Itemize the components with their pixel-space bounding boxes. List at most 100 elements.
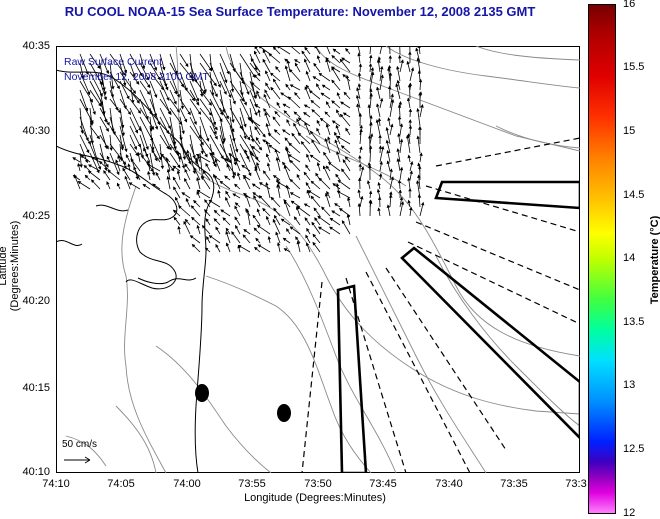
current-vector-head [197, 111, 202, 115]
current-vector-head [376, 58, 381, 63]
current-vector-head [104, 167, 108, 172]
current-vector-head [315, 172, 319, 177]
current-vector-head [217, 84, 221, 88]
current-vector-head [214, 135, 218, 140]
current-vector-head [208, 235, 213, 239]
current-vector-head [346, 213, 351, 218]
current-vector [379, 146, 384, 163]
current-vector-head [263, 108, 267, 112]
current-vector-head [228, 153, 233, 157]
current-vector-head [262, 49, 266, 54]
current-vector-head [369, 133, 374, 137]
current-vector-head [296, 118, 300, 123]
current-vector-head [368, 63, 373, 67]
current-vector-head [232, 171, 236, 176]
current-vector [417, 136, 421, 154]
current-vector-head [244, 149, 248, 154]
current-vector [369, 72, 374, 91]
x-tick-label: 73:40 [435, 478, 463, 490]
current-vector-head [254, 246, 258, 251]
current-vector-head [111, 86, 115, 90]
current-vector [357, 46, 361, 55]
current-vector-head [307, 190, 312, 194]
current-vector [179, 71, 188, 91]
current-vector-head [396, 148, 400, 152]
current-vector [99, 71, 106, 95]
current-vector-head [265, 82, 269, 87]
current-vector-head [181, 165, 186, 169]
current-vector-head [356, 87, 360, 91]
current-vector-head [325, 58, 329, 63]
current-vector-head [377, 117, 382, 122]
current-vector-head [246, 91, 250, 96]
current-vector-head [109, 147, 113, 151]
current-vector-head [418, 165, 422, 169]
current-vector [159, 143, 163, 169]
current-vector-head [154, 126, 159, 130]
current-vector-head [305, 234, 309, 239]
current-vector-head [262, 139, 266, 143]
current-vector-head [320, 92, 325, 97]
current-vector-head [324, 137, 328, 142]
current-vector [399, 46, 401, 55]
current-vector-head [419, 152, 423, 157]
current-vector-head [105, 128, 109, 132]
current-vector-head [296, 205, 301, 210]
colorbar-tick-label: 12.5 [623, 443, 645, 455]
current-vector-head [225, 230, 229, 235]
current-vector-head [396, 158, 401, 162]
current-vector [109, 116, 116, 135]
current-vector [395, 83, 401, 100]
current-vector [259, 195, 271, 208]
current-vector-head [135, 176, 139, 180]
scale-label: 50 cm/s [62, 439, 98, 450]
current-vector-head [86, 149, 90, 154]
current-vector [107, 170, 121, 181]
current-vector [331, 67, 341, 82]
current-vector-head [222, 138, 226, 142]
colorbar-tick-label: 12 [623, 507, 636, 519]
current-vector-head [339, 58, 344, 63]
current-vector [149, 53, 157, 71]
current-vector-head [92, 111, 96, 116]
current-vector-head [204, 247, 209, 252]
current-vector-head [133, 146, 138, 150]
current-vector-head [124, 175, 128, 180]
current-vector-head [166, 175, 170, 180]
current-vector-head [304, 121, 308, 126]
current-vector-head [231, 175, 236, 180]
current-vector [129, 116, 138, 133]
current-vector [179, 116, 185, 134]
current-vector-head [237, 244, 242, 249]
current-vector-head [173, 90, 177, 95]
colorbar-title: Temperature (°C) [649, 215, 660, 305]
current-vector-head [306, 189, 310, 194]
current-vector-head [379, 65, 384, 70]
current-vector [285, 146, 291, 163]
current-vector-head [331, 120, 336, 124]
current-vector [249, 143, 259, 160]
current-vector-head [254, 66, 258, 71]
current-vector [79, 98, 94, 124]
current-vector [149, 134, 162, 160]
current-vector-head [331, 66, 335, 71]
current-vector-head [357, 202, 362, 207]
colorbar-tick-label: 16 [623, 0, 636, 10]
current-vector [209, 53, 213, 71]
current-vector-head [276, 46, 281, 49]
current-vector-head [280, 92, 284, 96]
current-vector-head [256, 161, 260, 166]
current-vector-head [283, 164, 288, 169]
current-vector-head [416, 135, 420, 139]
current-vector-head [316, 55, 321, 59]
current-vector-head [336, 109, 340, 114]
current-vector-head [135, 80, 140, 85]
current-vector-head [386, 160, 390, 165]
current-vector [179, 98, 191, 115]
current-vector-head [202, 90, 206, 95]
x-tick-label: 73:45 [369, 478, 397, 490]
current-vector [284, 165, 291, 181]
current-vector-head [204, 153, 208, 158]
current-vector-head [124, 148, 128, 153]
current-vector-head [173, 186, 177, 191]
